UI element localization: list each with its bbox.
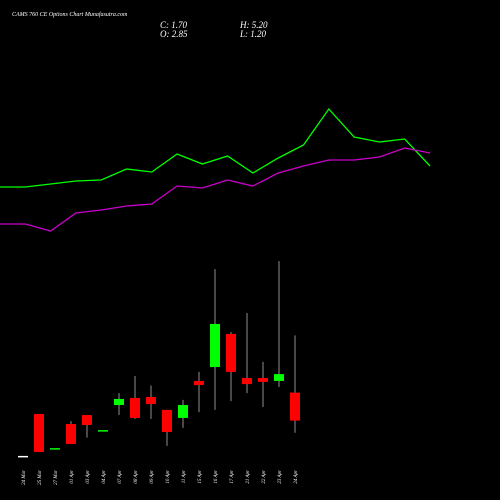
x-tick-label: 25 Mar (38, 470, 43, 485)
x-tick-label: 16 Apr (214, 470, 219, 484)
candle-body (34, 414, 44, 453)
high-label: H: 5.20 (239, 20, 268, 30)
low-label: L: 1.20 (239, 29, 267, 39)
x-tick-label: 15 Apr (198, 470, 203, 484)
candle-body (274, 374, 284, 381)
candle-body (194, 380, 204, 386)
candle-body (178, 405, 188, 418)
x-tick-label: 21 Apr (246, 470, 251, 484)
candle-body (66, 424, 76, 444)
candle-body (130, 397, 140, 418)
x-tick-label: 09 Apr (150, 470, 155, 484)
candle-body (258, 378, 268, 382)
candle-body (290, 392, 300, 421)
candle-body (82, 415, 92, 425)
chart-title: CAMS 760 CE Options Chart Munafasutra.co… (12, 11, 128, 18)
candle-body (226, 333, 236, 372)
x-tick-label: 23 Apr (278, 470, 283, 484)
x-tick-label: 10 Apr (166, 470, 171, 484)
close-label: C: 1.70 (160, 20, 188, 30)
x-tick-label: 03 Apr (86, 470, 91, 484)
ma-line (0, 107, 431, 188)
candle-body (162, 409, 172, 433)
x-tick-label: 24 Mar (22, 470, 27, 485)
x-tick-label: 01 Apr (70, 470, 75, 484)
x-tick-label: 07 Apr (118, 470, 123, 484)
ma-line (0, 147, 431, 232)
x-tick-label: 24 Apr (294, 470, 299, 484)
candle-body (146, 396, 156, 405)
candle-body (50, 448, 60, 450)
x-tick-label: 11 Apr (182, 470, 187, 483)
candle-body (114, 398, 124, 406)
candle-body (18, 455, 28, 458)
candle-body (210, 323, 220, 368)
open-label: O: 2.85 (160, 29, 188, 39)
x-tick-label: 04 Apr (102, 470, 107, 484)
x-tick-label: 08 Apr (134, 470, 139, 484)
x-tick-label: 22 Apr (262, 470, 267, 484)
candle-body (242, 378, 252, 385)
candle-body (98, 430, 108, 432)
x-tick-label: 27 Mar (54, 470, 59, 485)
x-tick-label: 17 Apr (230, 470, 235, 484)
